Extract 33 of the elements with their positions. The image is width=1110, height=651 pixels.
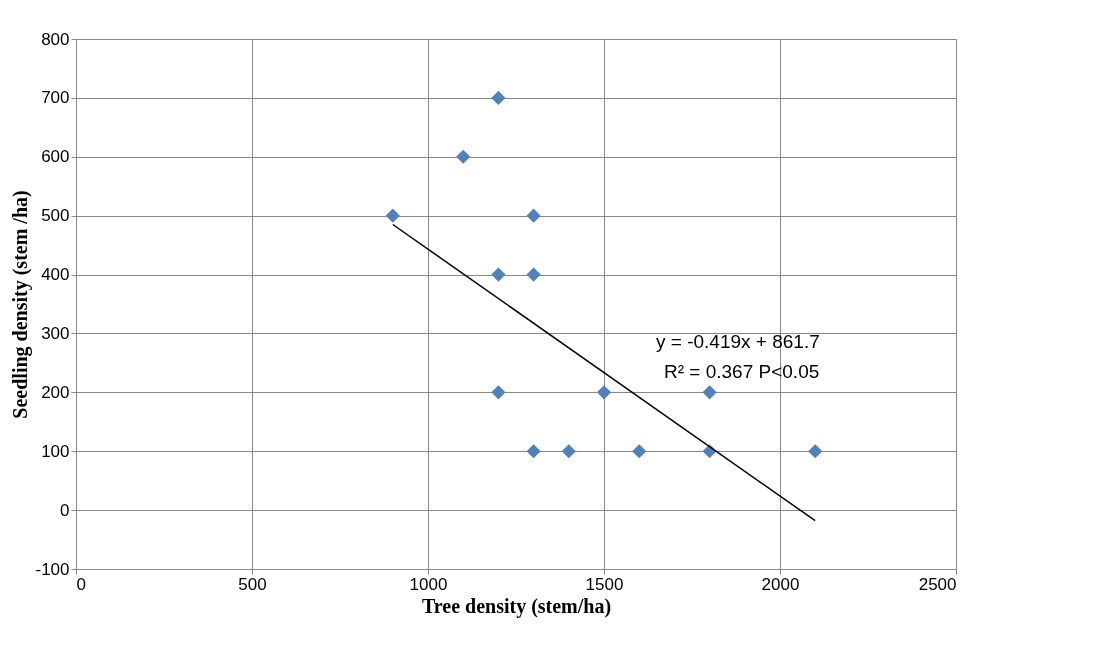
point: [491, 267, 506, 282]
point: [808, 444, 823, 459]
point: [526, 208, 541, 223]
y-tick-label: 200: [41, 382, 70, 402]
point: [526, 267, 541, 282]
y-tick-label: 700: [41, 88, 70, 108]
annotation: y = -0.419x + 861.7: [656, 331, 820, 352]
x-tick-label: 1000: [409, 574, 448, 594]
point: [561, 444, 576, 459]
x-tick-label: 0: [76, 574, 86, 594]
y-tick-label: 800: [41, 29, 70, 49]
point: [456, 149, 471, 164]
y-tick-label: 600: [41, 147, 70, 167]
x-tick-label: 1500: [585, 574, 624, 594]
x-tick-label: 2000: [761, 574, 800, 594]
y-tick-label: 500: [41, 206, 70, 226]
x-tick-label: 2500: [918, 574, 957, 594]
point: [596, 385, 612, 400]
y-tick-label: 400: [41, 265, 70, 285]
y-tick-label: 100: [41, 441, 70, 461]
point: [526, 444, 541, 459]
x-axis-title: Tree density (stem/ha): [421, 594, 612, 618]
y-tick-label: -100: [35, 559, 70, 579]
point: [385, 208, 400, 223]
x-tick-label: 500: [238, 574, 267, 594]
y-tick-label: 0: [60, 500, 70, 520]
annotation: R² = 0.367 P<0.05: [664, 361, 820, 382]
point: [491, 90, 506, 105]
point: [491, 385, 506, 400]
point: [632, 444, 647, 459]
y-tick-label: 300: [41, 323, 70, 343]
point: [702, 385, 717, 400]
y-axis-title: Seedling density (stem /ha): [9, 190, 33, 419]
